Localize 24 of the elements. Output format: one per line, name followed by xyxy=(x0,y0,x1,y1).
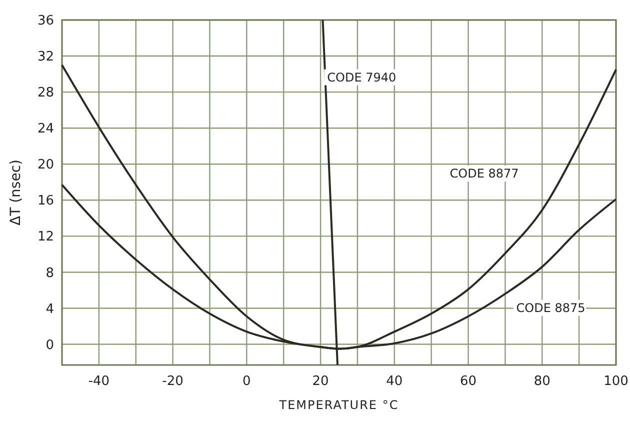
x-tick-label: 20 xyxy=(312,374,329,389)
y-tick-label: 8 xyxy=(46,266,54,281)
y-axis-title: ΔT (nsec) xyxy=(8,160,24,226)
y-tick-label: 36 xyxy=(37,14,54,29)
x-tick-label: -20 xyxy=(162,374,184,389)
line-series xyxy=(61,64,617,350)
y-tick-label: 24 xyxy=(37,122,54,137)
x-tick-label: 100 xyxy=(604,374,628,389)
y-tick-label: 12 xyxy=(37,230,54,245)
x-axis-title: TEMPERATURE °C xyxy=(278,398,399,412)
y-tick-label: 4 xyxy=(46,302,54,317)
y-tick-label: 20 xyxy=(37,158,54,173)
y-tick-label: 32 xyxy=(37,50,54,65)
x-tick-label: 40 xyxy=(386,374,403,389)
y-tick-label: 0 xyxy=(46,338,54,353)
series-label: CODE 8875 xyxy=(516,300,586,315)
text: CODE 8877 xyxy=(450,166,519,181)
y-tick-label: 28 xyxy=(37,86,54,101)
series-label: CODE 7940 xyxy=(327,70,396,84)
x-tick-label: 80 xyxy=(534,374,550,389)
x-tick-label: -40 xyxy=(88,374,110,389)
y-tick-label: 16 xyxy=(37,194,54,209)
x-tick-label: 60 xyxy=(460,374,477,389)
x-tick-label: 0 xyxy=(242,374,251,389)
